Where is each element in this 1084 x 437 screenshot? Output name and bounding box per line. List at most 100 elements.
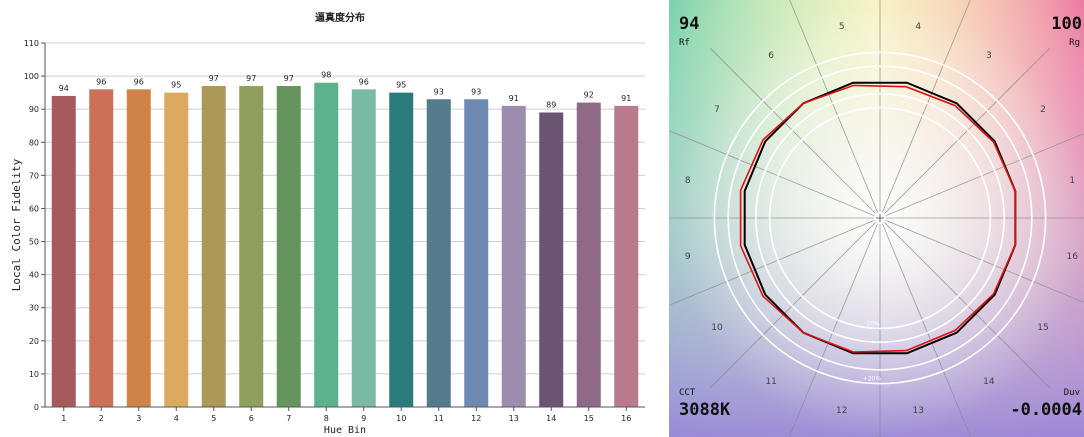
- bar-value-label: 92: [584, 91, 594, 100]
- cct-label: CCT: [679, 388, 696, 398]
- x-tick-label: 2: [99, 414, 104, 423]
- hue-spoke: [879, 48, 1050, 219]
- bar: [126, 89, 151, 407]
- x-tick-label: 15: [584, 414, 594, 423]
- y-tick-label: 40: [29, 271, 39, 280]
- x-tick-label: 4: [174, 414, 179, 423]
- hue-bin-label: 7: [714, 105, 720, 115]
- hue-bin-label: 16: [1067, 252, 1079, 262]
- y-tick-label: 60: [29, 204, 39, 213]
- hue-spoke: [669, 130, 881, 219]
- rg-label: Rg: [1069, 38, 1080, 48]
- y-axis-label: Local Color Fidelity: [10, 158, 23, 291]
- hue-spoke: [879, 133, 1084, 219]
- bar-value-label: 96: [96, 77, 106, 86]
- x-tick-label: 3: [136, 414, 141, 423]
- reference-ring: [713, 51, 1047, 385]
- center-crosshair: [874, 212, 886, 224]
- rg-value: 100: [1051, 14, 1082, 34]
- hue-bin-label: 1: [1069, 176, 1075, 186]
- chart-title: 逼真度分布: [315, 11, 365, 24]
- y-tick-label: 80: [29, 138, 39, 147]
- x-tick-label: 8: [324, 414, 329, 423]
- ring-label-plus: +20%: [863, 376, 882, 383]
- x-tick-label: 11: [434, 414, 444, 423]
- hue-bin-label: 15: [1037, 323, 1048, 333]
- bar-value-label: 91: [621, 94, 631, 103]
- y-tick-label: 20: [29, 337, 39, 346]
- hue-bin-label: 5: [839, 22, 845, 32]
- bar: [276, 86, 301, 407]
- hue-bin-label: 4: [915, 22, 921, 32]
- x-tick-label: 16: [621, 414, 631, 423]
- bar: [614, 105, 639, 407]
- y-tick-label: 90: [29, 105, 39, 114]
- bar: [51, 95, 76, 407]
- bar-value-label: 91: [509, 94, 519, 103]
- x-tick-label: 12: [471, 414, 481, 423]
- bar-value-label: 94: [59, 84, 69, 93]
- bar: [464, 99, 489, 407]
- hue-bin-label: 11: [765, 377, 776, 387]
- bar-value-label: 93: [434, 87, 444, 96]
- y-tick-label: 0: [34, 403, 39, 412]
- reference-ring: [768, 106, 992, 330]
- bar: [314, 82, 339, 407]
- reference-ring: [727, 65, 1033, 371]
- bar: [539, 112, 564, 407]
- cct-value: 3088K: [679, 400, 731, 420]
- bar-value-label: 97: [246, 74, 256, 83]
- hue-spoke: [879, 217, 972, 437]
- hue-bin-label: 13: [913, 406, 924, 416]
- hue-bin-label: 10: [711, 323, 723, 333]
- x-tick-label: 7: [286, 414, 291, 423]
- hue-bin-label: 2: [1040, 105, 1046, 115]
- bar: [201, 86, 226, 407]
- x-tick-label: 1: [61, 414, 66, 423]
- x-tick-label: 10: [396, 414, 406, 423]
- hue-spoke: [879, 217, 1050, 388]
- hue-spoke: [789, 0, 881, 219]
- rf-value: 94: [679, 14, 700, 34]
- bar: [576, 102, 601, 408]
- bar-value-label: 97: [209, 74, 219, 83]
- reference-circle: [743, 81, 1017, 355]
- hue-spoke: [710, 217, 881, 388]
- ring-label-minus: -20%: [864, 320, 880, 327]
- bar-value-label: 95: [396, 81, 406, 90]
- x-tick-label: 9: [361, 414, 366, 423]
- y-tick-label: 110: [24, 39, 39, 48]
- y-tick-label: 30: [29, 304, 39, 313]
- duv-label: Duv: [1063, 388, 1080, 398]
- x-tick-label: 13: [509, 414, 519, 423]
- bar: [239, 86, 264, 407]
- hue-spoke: [710, 48, 881, 219]
- bar: [164, 92, 189, 408]
- x-tick-label: 14: [546, 414, 556, 423]
- hue-bin-label: 14: [983, 377, 995, 387]
- duv-value: -0.0004: [1010, 400, 1082, 420]
- bar-value-label: 89: [546, 100, 556, 109]
- hue-spoke: [788, 217, 881, 437]
- x-axis-label: Hue Bin: [324, 425, 366, 436]
- hue-bin-label: 8: [685, 176, 691, 186]
- y-tick-label: 100: [24, 72, 39, 81]
- color-vector-panel: 1 2 3 4 5 6 7 8 9 10 11 12 13 14 15 16 -20% +20% 94 Rf 1…: [669, 0, 1084, 437]
- bar-value-label: 93: [471, 87, 481, 96]
- hue-spoke: [879, 217, 1084, 303]
- bar: [426, 99, 451, 407]
- hue-bin-label: 6: [768, 51, 774, 61]
- reference-ring: [755, 93, 1005, 343]
- bar-chart-panel: 0 10 20 30 40 50 60 70 80 90 100 110 94 96 96 95 97 97 97…: [10, 11, 645, 436]
- bar-value-label: 97: [284, 74, 294, 83]
- bar-value-label: 96: [359, 77, 369, 86]
- bar-value-label: 95: [171, 81, 181, 90]
- y-tick-label: 10: [29, 370, 39, 379]
- x-tick-label: 5: [211, 414, 216, 423]
- test-source-polygon: [739, 84, 1017, 353]
- hue-spoke: [879, 0, 971, 219]
- bar-value-label: 98: [321, 71, 331, 80]
- bar: [501, 105, 526, 407]
